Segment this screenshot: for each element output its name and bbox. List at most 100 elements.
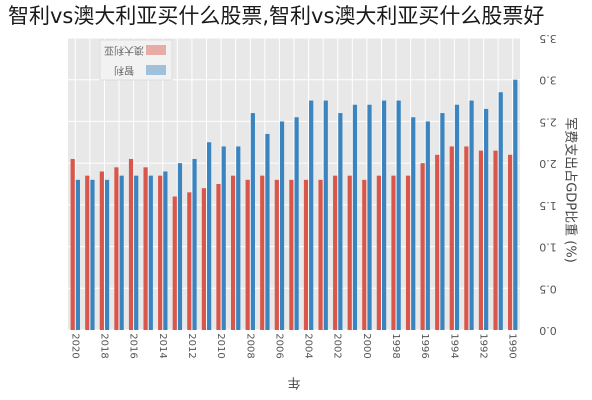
category-tick-label: 2004	[303, 333, 314, 358]
bar-chile-2009	[236, 146, 241, 330]
bar-australia-2008	[245, 179, 250, 330]
category-tick-label: 2010	[215, 333, 226, 358]
bar-australia-2006	[274, 179, 279, 330]
legend-entry-label: 智利	[114, 64, 134, 77]
bar-australia-2004	[303, 179, 309, 330]
bar-australia-2005	[289, 179, 294, 330]
legend-swatch	[146, 65, 166, 75]
bar-australia-2003	[318, 179, 323, 330]
category-tick-label: 1996	[419, 333, 430, 358]
value-tick-label: 1.0	[539, 241, 557, 254]
bar-australia-2000	[362, 179, 367, 330]
category-tick-label: 2018	[98, 333, 109, 358]
bar-chile-1993	[469, 100, 474, 330]
category-tick-label: 1994	[448, 333, 459, 358]
grid-lines	[68, 37, 520, 331]
bar-chile-1992	[484, 108, 489, 331]
bar-chile-1998	[396, 100, 401, 330]
bar-chile-2003	[323, 100, 328, 330]
bar-chile-2018	[104, 179, 110, 330]
category-tick-label: 1992	[478, 333, 489, 358]
value-tick-label: 1.5	[539, 199, 557, 212]
bar-chile-1994	[454, 104, 460, 330]
bar-chile-1996	[425, 121, 430, 330]
bar-australia-2020	[70, 158, 75, 330]
bar-chile-2005	[294, 117, 299, 330]
bar-chile-2015	[148, 175, 153, 330]
bar-chile-1995	[440, 113, 445, 330]
legend-swatch	[146, 45, 166, 55]
bar-chile-2006	[279, 121, 285, 330]
value-tick-label: 2.0	[539, 157, 557, 170]
bar-chile-2016	[134, 175, 139, 330]
bar-chile-1991	[498, 92, 503, 330]
value-tick-label: 0.5	[539, 282, 557, 295]
bar-chile-1990	[513, 79, 518, 330]
bar-australia-1990	[508, 154, 513, 330]
category-tick-label: 2016	[128, 333, 139, 358]
category-tick-label: 2008	[244, 333, 255, 358]
bar-australia-2016	[128, 158, 134, 330]
bar-australia-2002	[333, 175, 338, 330]
value-axis-label: 军费支出占GDP比重 (%)	[563, 117, 579, 263]
bar-australia-2013	[172, 196, 177, 330]
bar-australia-2019	[85, 175, 90, 330]
bar-australia-1999	[376, 175, 381, 330]
category-tick-label: 2012	[186, 333, 197, 358]
bar-chile-2014	[163, 171, 168, 330]
headline-title: 智利vs澳大利亚买什么股票,智利vs澳大利亚买什么股票好	[8, 4, 545, 28]
bar-chile-2008	[250, 113, 255, 330]
bar-australia-2014	[158, 175, 163, 330]
value-tick-label: 0.0	[539, 324, 557, 337]
category-axis-ticks: 1990 1992 1994 1996 1998 2000 2002 2004 2006 2008…	[69, 333, 517, 358]
axis-labels: 年 军费支出占GDP比重 (%)	[287, 117, 578, 389]
bar-australia-2011	[201, 188, 207, 330]
bar-australia-2001	[347, 175, 352, 330]
value-axis-ticks: 0.0 0.5 1.0 1.5 2.0 2.5 3.0 3.5	[539, 32, 557, 337]
bar-chile-2012	[192, 158, 197, 330]
bar-australia-2012	[187, 192, 192, 330]
bar-australia-1992	[478, 150, 484, 330]
category-tick-label: 1990	[507, 333, 518, 358]
bar-chile-2010	[221, 146, 226, 330]
category-tick-label: 2006	[273, 333, 284, 358]
bar-australia-2009	[230, 175, 236, 330]
bar-australia-2007	[260, 175, 265, 330]
bar-australia-2015	[143, 167, 148, 330]
value-tick-label: 3.5	[539, 32, 557, 45]
category-tick-label: 2014	[157, 333, 168, 358]
bar-chile-2007	[265, 133, 270, 330]
bar-australia-1997	[405, 175, 411, 330]
bar-australia-2018	[99, 171, 104, 330]
category-axis-label: 年	[287, 375, 300, 390]
bar-chile-1999	[381, 100, 387, 330]
bar-chile-2001	[352, 104, 358, 330]
bar-chile-1997	[411, 117, 416, 330]
category-tick-label: 2002	[332, 333, 343, 358]
category-tick-label: 1998	[390, 333, 401, 358]
value-tick-label: 3.0	[539, 74, 557, 87]
bar-chile-2011	[207, 142, 212, 330]
category-tick-label: 2020	[69, 333, 80, 358]
bar-chile-2004	[309, 100, 314, 330]
bar-australia-1993	[464, 146, 469, 330]
category-tick-label: 2000	[361, 333, 372, 358]
bar-australia-1995	[435, 154, 440, 330]
bar-chile-2013	[177, 163, 183, 330]
legend-box	[99, 39, 173, 81]
bar-chile-2000	[367, 104, 372, 330]
bar-series	[70, 79, 518, 331]
bar-chile-2002	[338, 113, 343, 330]
bar-australia-1998	[391, 175, 396, 330]
bar-australia-1996	[420, 163, 425, 330]
bar-australia-1991	[493, 150, 498, 330]
bar-chile-2019	[90, 179, 95, 330]
bar-australia-2010	[216, 184, 221, 330]
bar-australia-1994	[449, 146, 454, 330]
bar-chile-2017	[119, 175, 124, 330]
value-tick-label: 2.5	[539, 115, 557, 128]
legend-entry-label: 澳大利亚	[104, 44, 144, 57]
bar-chile-2020	[75, 179, 80, 330]
